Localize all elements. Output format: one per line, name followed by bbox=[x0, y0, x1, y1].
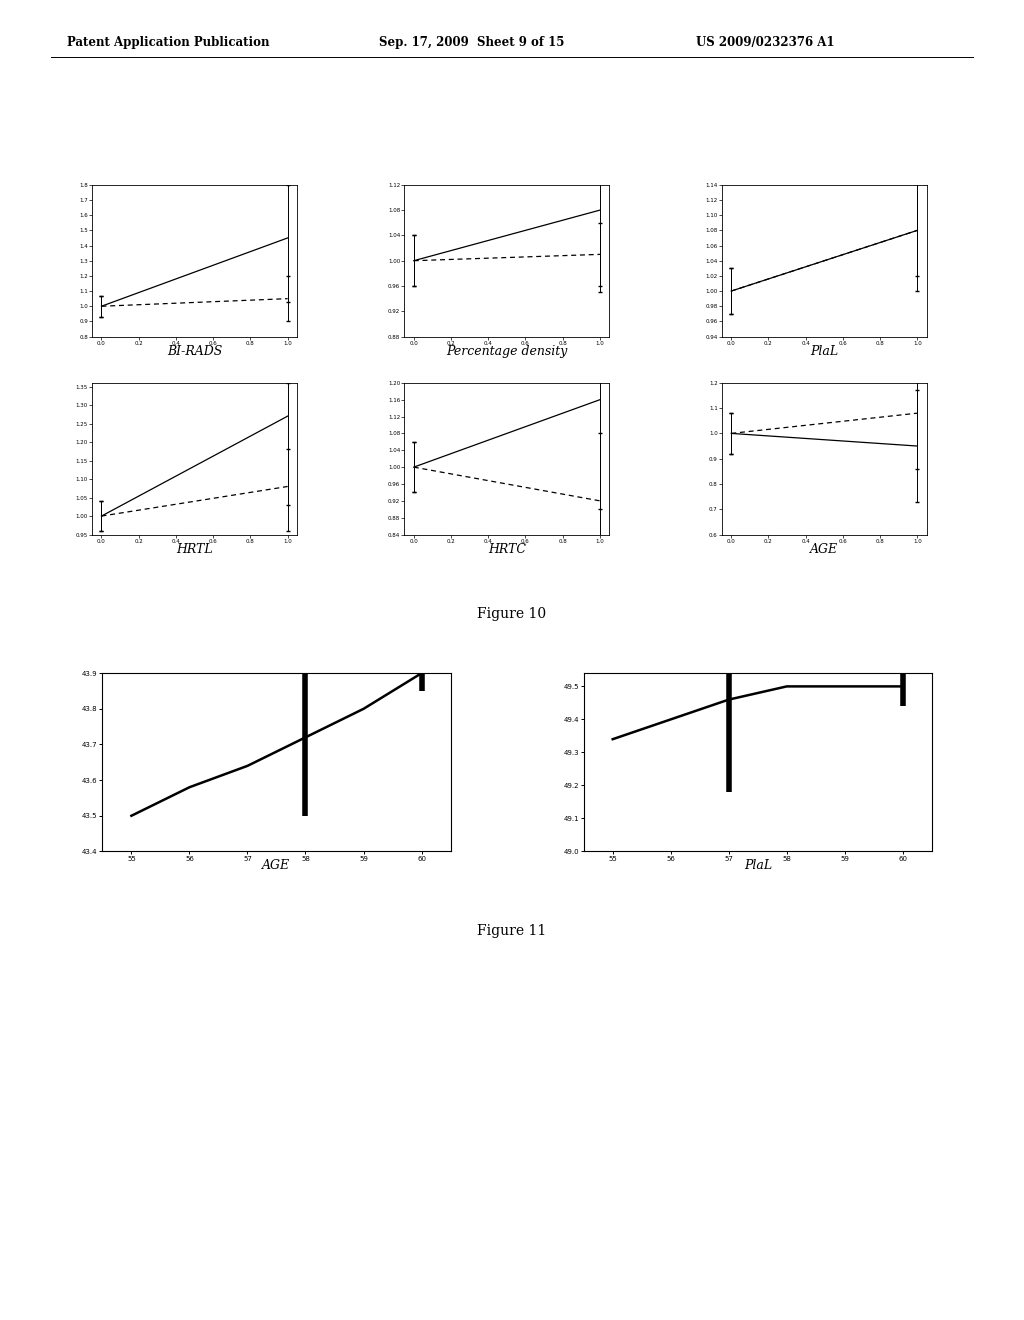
Text: PlaL: PlaL bbox=[743, 859, 772, 873]
Text: Figure 10: Figure 10 bbox=[477, 607, 547, 622]
Text: HRTC: HRTC bbox=[487, 543, 526, 556]
Text: BI-RADS: BI-RADS bbox=[167, 345, 222, 358]
Text: Patent Application Publication: Patent Application Publication bbox=[67, 36, 269, 49]
Text: Percentage density: Percentage density bbox=[446, 345, 567, 358]
Text: Figure 11: Figure 11 bbox=[477, 924, 547, 939]
Text: HRTL: HRTL bbox=[176, 543, 213, 556]
Text: Sep. 17, 2009  Sheet 9 of 15: Sep. 17, 2009 Sheet 9 of 15 bbox=[379, 36, 564, 49]
Text: AGE: AGE bbox=[262, 859, 291, 873]
Text: AGE: AGE bbox=[810, 543, 839, 556]
Text: PlaL: PlaL bbox=[810, 345, 839, 358]
Text: US 2009/0232376 A1: US 2009/0232376 A1 bbox=[696, 36, 835, 49]
